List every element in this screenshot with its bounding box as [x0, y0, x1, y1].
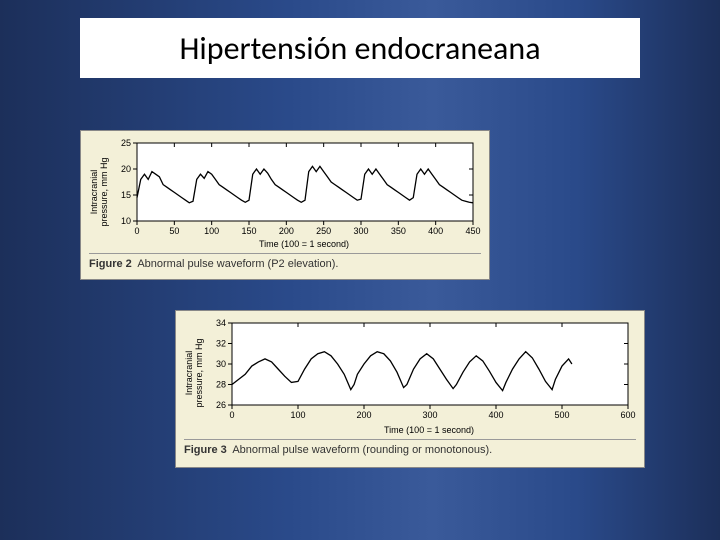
fig2-xlabel: Time (100 = 1 second) [259, 239, 349, 249]
svg-text:34: 34 [216, 318, 226, 328]
svg-text:400: 400 [488, 410, 503, 420]
svg-text:350: 350 [391, 226, 406, 236]
fig3-ylabel-1: Intracranial [184, 351, 194, 396]
fig2-caption-label: Figure 2 [89, 258, 132, 270]
svg-text:250: 250 [316, 226, 331, 236]
svg-text:150: 150 [241, 226, 256, 236]
svg-text:300: 300 [353, 226, 368, 236]
svg-text:200: 200 [356, 410, 371, 420]
fig2-caption-text: Abnormal pulse waveform (P2 elevation). [137, 258, 338, 270]
fig3-xlabel: Time (100 = 1 second) [384, 425, 474, 435]
fig2-ylabel-2: pressure, mm Hg [99, 157, 109, 226]
fig3-caption-text: Abnormal pulse waveform (rounding or mon… [232, 444, 492, 456]
fig3-plot-area: 26 28 30 32 34 0 100 200 300 400 500 600 [216, 318, 636, 420]
figure-2-caption: Figure 2 Abnormal pulse waveform (P2 ele… [89, 253, 481, 270]
fig3-caption-label: Figure 3 [184, 444, 227, 456]
fig3-ylabel-2: pressure, mm Hg [194, 338, 204, 407]
svg-text:100: 100 [290, 410, 305, 420]
svg-text:30: 30 [216, 359, 226, 369]
slide: Hipertensión endocraneana Intracranial p… [0, 0, 720, 540]
figure-2-chart: Intracranial pressure, mm Hg 10152025050… [89, 137, 481, 249]
svg-text:600: 600 [620, 410, 635, 420]
svg-text:50: 50 [169, 226, 179, 236]
svg-text:300: 300 [422, 410, 437, 420]
svg-text:10: 10 [121, 216, 131, 226]
svg-text:500: 500 [554, 410, 569, 420]
figure-3-caption: Figure 3 Abnormal pulse waveform (roundi… [184, 439, 636, 456]
fig2-plot-area: 10152025050100150200250300350400450 [121, 138, 481, 236]
fig2-ylabel-1: Intracranial [89, 170, 99, 215]
svg-text:28: 28 [216, 380, 226, 390]
svg-text:26: 26 [216, 400, 226, 410]
svg-text:25: 25 [121, 138, 131, 148]
title-box: Hipertensión endocraneana [80, 18, 640, 78]
figure-3: Intracranial pressure, mm Hg 26 28 30 32 34 0… [175, 310, 645, 468]
svg-text:450: 450 [465, 226, 480, 236]
svg-text:400: 400 [428, 226, 443, 236]
figure-3-chart: Intracranial pressure, mm Hg 26 28 30 32 34 0… [184, 317, 636, 435]
svg-text:0: 0 [229, 410, 234, 420]
svg-text:100: 100 [204, 226, 219, 236]
svg-text:20: 20 [121, 164, 131, 174]
svg-text:0: 0 [134, 226, 139, 236]
svg-text:200: 200 [279, 226, 294, 236]
svg-text:15: 15 [121, 190, 131, 200]
svg-text:32: 32 [216, 339, 226, 349]
figure-2: Intracranial pressure, mm Hg 10152025050… [80, 130, 490, 280]
slide-title: Hipertensión endocraneana [179, 29, 540, 68]
